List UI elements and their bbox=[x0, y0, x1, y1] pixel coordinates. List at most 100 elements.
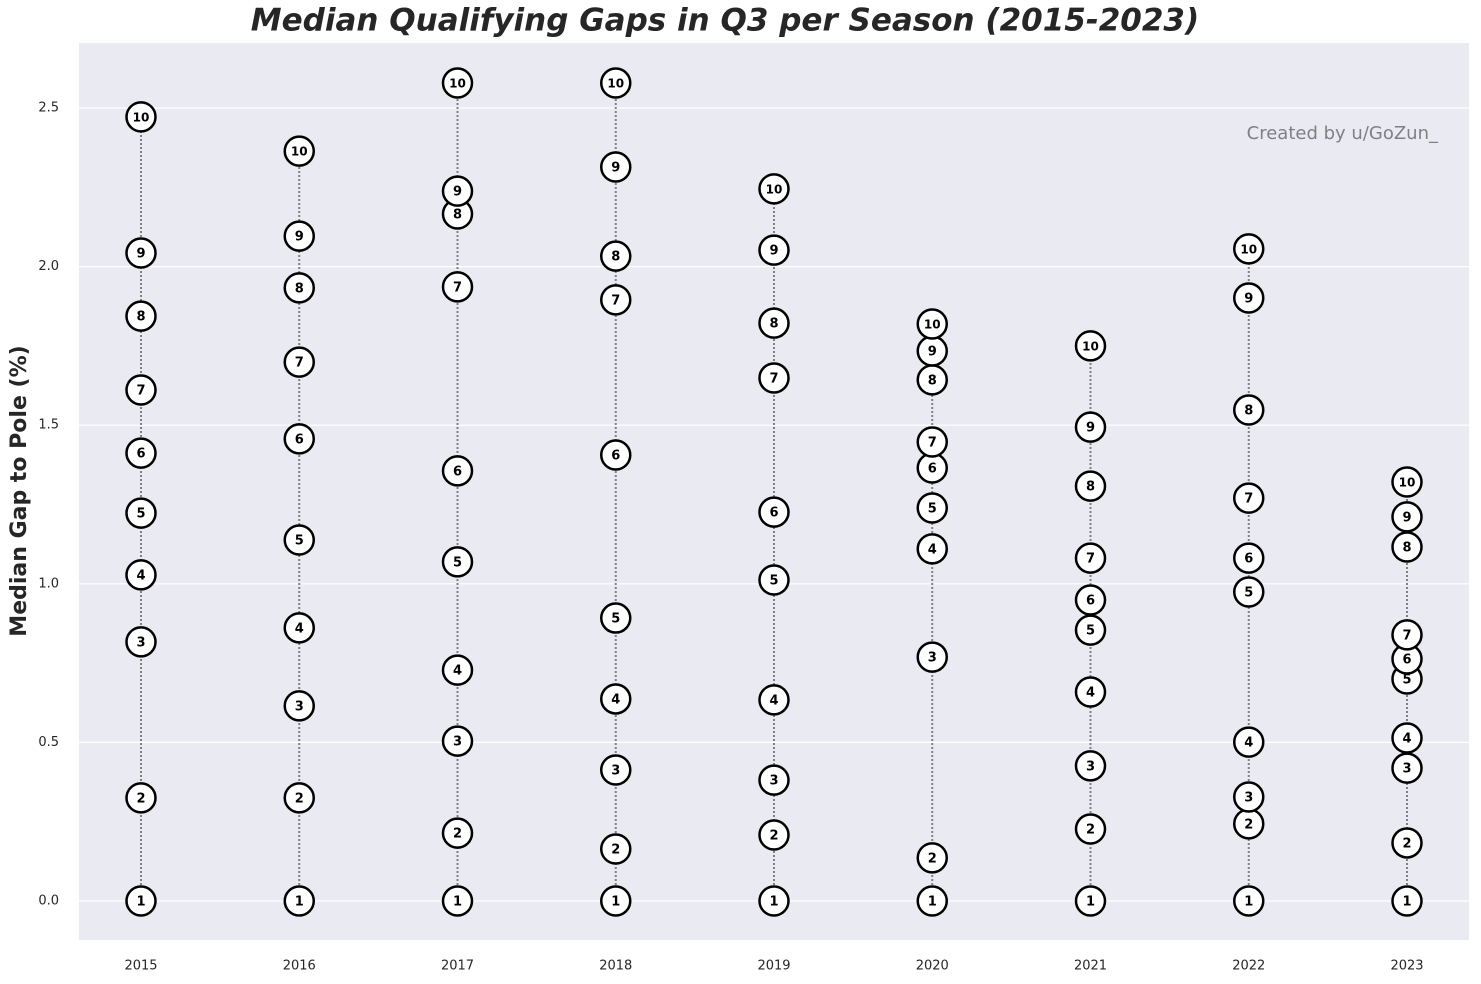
dot bbox=[441, 885, 474, 917]
dot bbox=[125, 300, 157, 332]
dot-label: 6 bbox=[295, 432, 304, 447]
dot bbox=[600, 240, 632, 272]
dot bbox=[1391, 466, 1423, 498]
dot-label: 4 bbox=[136, 568, 145, 583]
dot-label: 7 bbox=[295, 356, 304, 371]
dot bbox=[916, 308, 948, 340]
dot-label: 8 bbox=[295, 281, 304, 296]
dot-label: 4 bbox=[1086, 685, 1095, 700]
dot bbox=[1074, 750, 1107, 782]
dot bbox=[283, 690, 315, 722]
dot-label: 1 bbox=[1086, 894, 1095, 909]
dot bbox=[1233, 482, 1265, 514]
dot bbox=[758, 564, 790, 596]
y-tick-label: 1.5 bbox=[38, 418, 59, 433]
dot bbox=[1391, 827, 1423, 859]
dot-label: 2 bbox=[1402, 836, 1411, 851]
dot bbox=[1074, 813, 1107, 845]
dot bbox=[1233, 781, 1265, 813]
dot bbox=[1391, 619, 1423, 651]
dot-label: 7 bbox=[611, 293, 620, 308]
y-tick-label: 2.0 bbox=[38, 259, 59, 274]
chart-title: Median Qualifying Gaps in Q3 per Season … bbox=[251, 3, 1199, 39]
dot-label: 5 bbox=[136, 507, 145, 522]
x-tick-label: 2017 bbox=[441, 959, 474, 974]
dot bbox=[441, 455, 474, 487]
dot-label: 3 bbox=[1402, 762, 1411, 777]
dot bbox=[283, 885, 315, 917]
dot bbox=[283, 135, 315, 167]
dot-label: 3 bbox=[1244, 790, 1253, 805]
dot bbox=[758, 173, 790, 205]
dot-label: 9 bbox=[1402, 510, 1411, 525]
dot-label: 5 bbox=[1402, 672, 1411, 687]
dot bbox=[600, 754, 632, 786]
dot bbox=[441, 175, 474, 207]
dot-label: 5 bbox=[928, 501, 937, 516]
dot-label: 8 bbox=[928, 373, 937, 388]
dot-label: 1 bbox=[136, 894, 145, 909]
dot-label: 4 bbox=[1244, 736, 1253, 751]
dot bbox=[758, 819, 790, 851]
dot-label: 5 bbox=[611, 612, 620, 627]
y-tick-label: 1.0 bbox=[38, 576, 59, 591]
dot bbox=[758, 496, 790, 528]
dot-label: 10 bbox=[1082, 339, 1099, 353]
y-tick-label: 0.5 bbox=[38, 735, 59, 750]
dot-label: 1 bbox=[295, 894, 304, 909]
dot-label: 5 bbox=[295, 534, 304, 549]
y-tick-label: 0.0 bbox=[38, 893, 59, 908]
dot-label: 2 bbox=[928, 851, 937, 866]
dot-label: 10 bbox=[449, 76, 466, 90]
dot bbox=[1391, 722, 1423, 754]
dot bbox=[1391, 501, 1423, 533]
dot-label: 6 bbox=[136, 447, 145, 462]
dot-label: 7 bbox=[769, 371, 778, 386]
x-tick-label: 2015 bbox=[124, 959, 157, 974]
dot-label: 3 bbox=[295, 699, 304, 714]
dot bbox=[600, 885, 632, 917]
dot bbox=[1074, 676, 1107, 708]
x-tick-label: 2016 bbox=[283, 959, 316, 974]
dot bbox=[1233, 885, 1265, 917]
dot-label: 10 bbox=[1240, 242, 1257, 256]
dot-label: 10 bbox=[766, 182, 783, 196]
dot bbox=[283, 272, 315, 304]
dot-label: 10 bbox=[1399, 475, 1416, 489]
dot bbox=[916, 492, 948, 524]
dot-label: 6 bbox=[611, 449, 620, 464]
dot-label: 3 bbox=[453, 735, 462, 750]
dot bbox=[758, 307, 790, 339]
dot-label: 7 bbox=[1402, 628, 1411, 643]
dot bbox=[441, 817, 474, 849]
dot-label: 6 bbox=[1086, 593, 1095, 608]
dot-label: 6 bbox=[769, 506, 778, 521]
dot bbox=[916, 533, 948, 565]
dot bbox=[441, 725, 474, 757]
dot-label: 9 bbox=[1086, 421, 1095, 436]
dot bbox=[1074, 330, 1107, 362]
dot-label: 4 bbox=[1402, 731, 1411, 746]
dot bbox=[125, 497, 157, 529]
dot bbox=[758, 885, 790, 917]
dot-label: 4 bbox=[769, 693, 778, 708]
dot-label: 9 bbox=[295, 230, 304, 245]
dot bbox=[441, 654, 474, 686]
dot-label: 2 bbox=[136, 791, 145, 806]
dot-label: 8 bbox=[769, 317, 778, 332]
dot-label: 4 bbox=[295, 621, 304, 636]
x-tick-label: 2022 bbox=[1232, 959, 1265, 974]
dot bbox=[1074, 885, 1107, 917]
dot-label: 7 bbox=[928, 436, 937, 451]
dot bbox=[758, 684, 790, 716]
dot-label: 2 bbox=[453, 827, 462, 842]
dot-label: 7 bbox=[1244, 492, 1253, 507]
dot-label: 6 bbox=[1244, 552, 1253, 567]
dot bbox=[600, 602, 632, 634]
dot bbox=[283, 524, 315, 556]
dot-label: 5 bbox=[453, 555, 462, 570]
dot-label: 1 bbox=[453, 894, 462, 909]
dot-label: 3 bbox=[769, 774, 778, 789]
dot-label: 9 bbox=[769, 244, 778, 259]
dot-label: 1 bbox=[611, 894, 620, 909]
